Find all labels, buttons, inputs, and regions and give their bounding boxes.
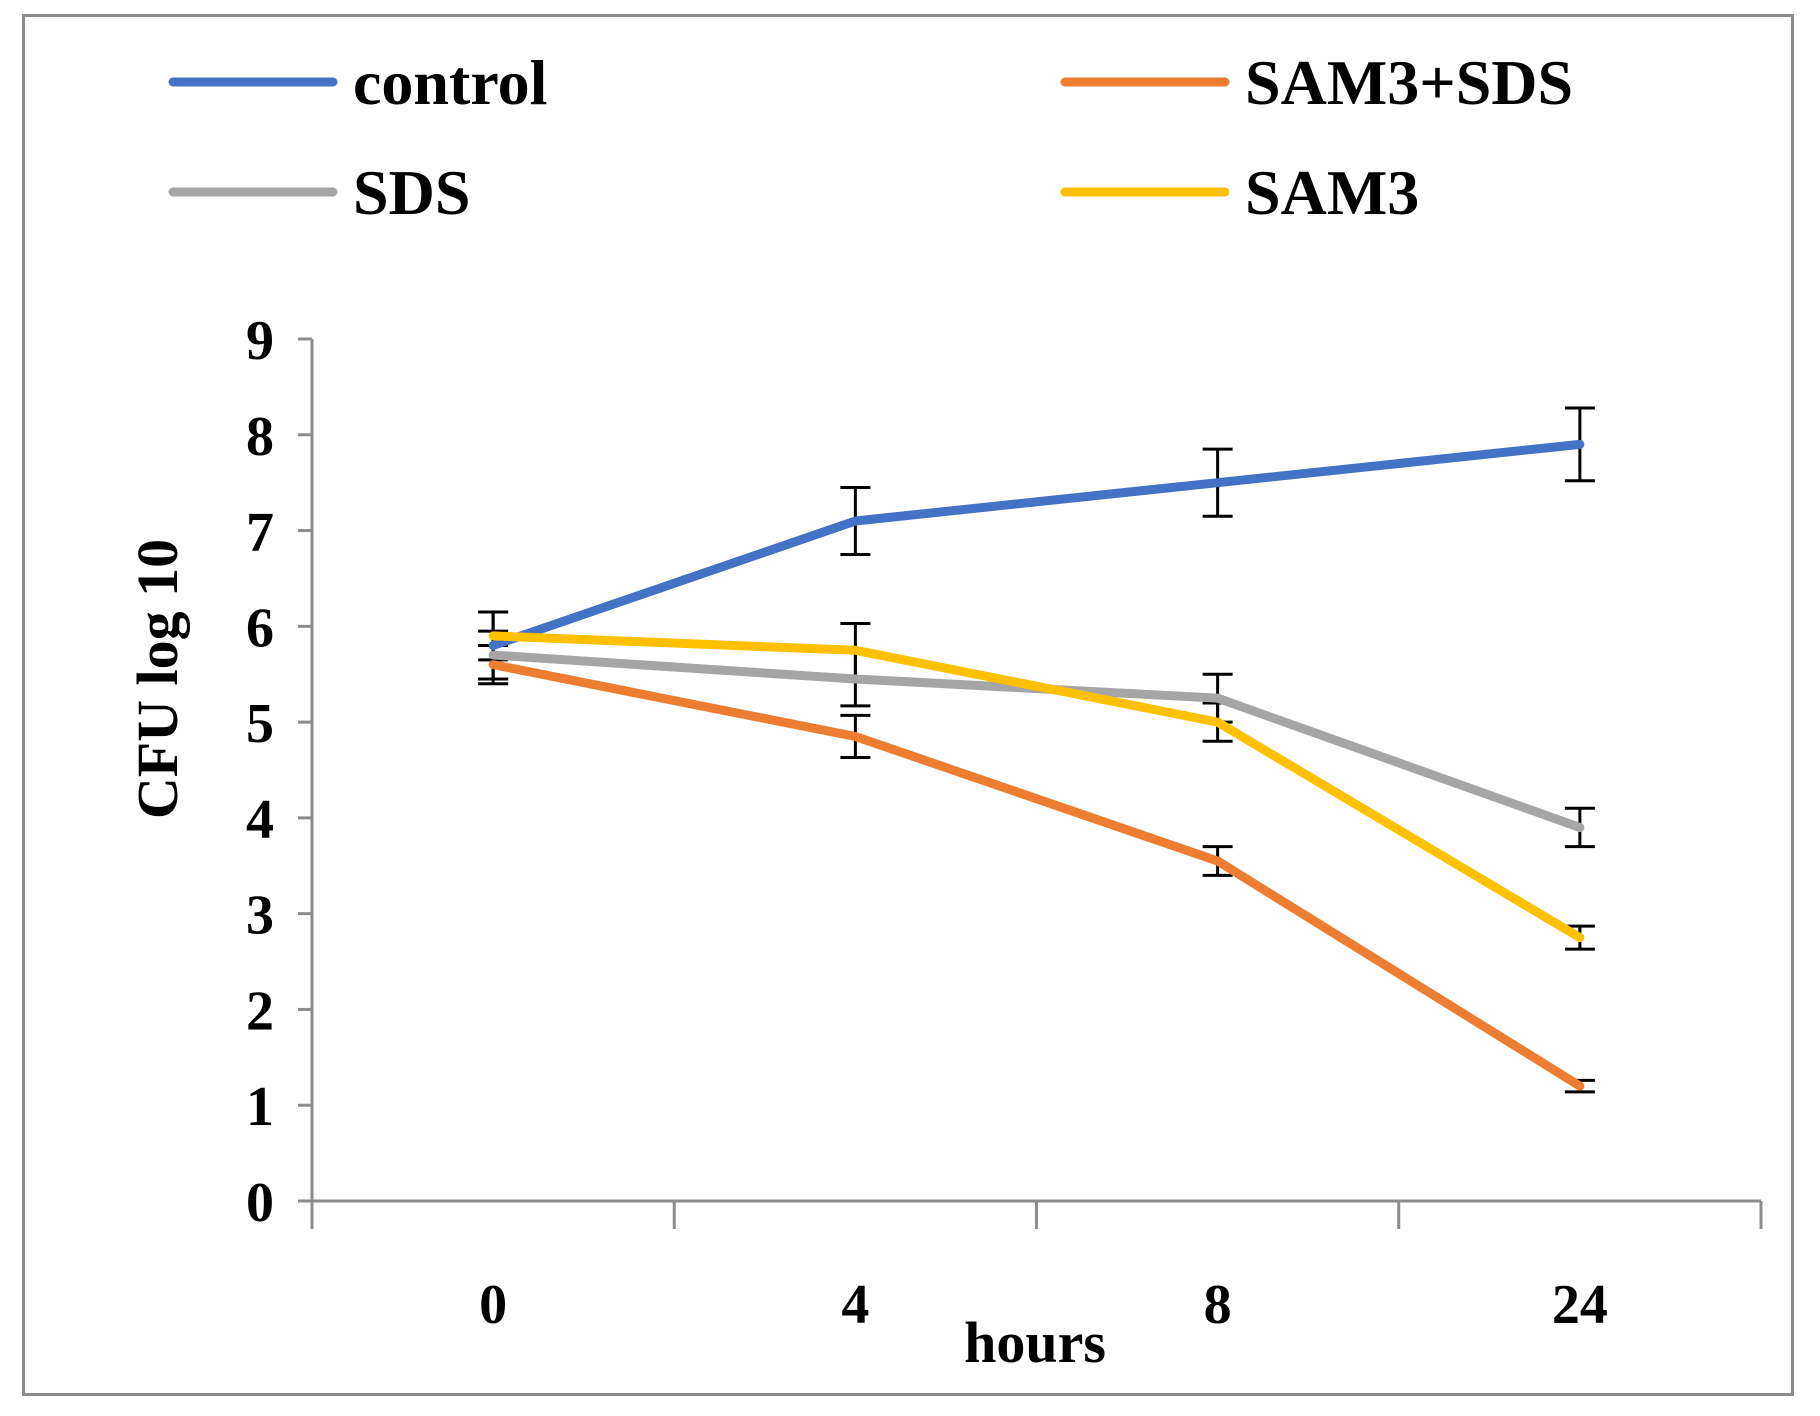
y-tick-label: 4 <box>246 789 274 851</box>
series-lines <box>488 439 1585 1091</box>
series-line-sam3-sds <box>488 660 1585 1091</box>
y-tick-label: 9 <box>246 310 274 372</box>
x-tick-label: 8 <box>1204 1274 1232 1336</box>
legend-label: control <box>353 47 547 118</box>
legend-item-control: control <box>168 47 547 118</box>
x-tick-label: 24 <box>1552 1274 1608 1336</box>
x-tick-label: 4 <box>841 1274 869 1336</box>
y-tick-label: 1 <box>246 1076 274 1138</box>
y-axis-label-group: CFU log 10 <box>125 539 190 819</box>
legend-label: SAM3+SDS <box>1245 47 1573 118</box>
legend: control SAM3+SDS SDS SAM3 <box>168 47 1573 228</box>
legend-label: SAM3 <box>1245 157 1419 228</box>
x-tick-label: 0 <box>479 1274 507 1336</box>
axes: 0 1 2 3 4 5 6 7 8 9 0 4 8 24 <box>246 310 1763 1336</box>
x-axis-label: hours <box>964 1310 1106 1375</box>
y-tick-label: 6 <box>246 597 274 659</box>
y-tick-label: 2 <box>246 980 274 1042</box>
line-chart: control SAM3+SDS SDS SAM3 0 1 2 3 4 5 6 7 8 9 0 4 8 24 C… <box>125 47 1763 1375</box>
series-line-control <box>488 439 1585 650</box>
y-axis-label: CFU log 10 <box>125 539 190 819</box>
y-tick-label: 3 <box>246 885 274 947</box>
y-tick-label: 5 <box>246 693 274 755</box>
legend-item-sam3: SAM3 <box>1060 157 1419 228</box>
y-tick-label: 8 <box>246 406 274 468</box>
chart-frame: control SAM3+SDS SDS SAM3 0 1 2 3 4 5 6 7 8 9 0 4 8 24 C… <box>22 14 1794 1396</box>
legend-label: SDS <box>353 157 470 228</box>
legend-item-sam3-sds: SAM3+SDS <box>1060 47 1573 118</box>
series-line-sam3 <box>488 631 1585 943</box>
y-tick-label: 0 <box>246 1172 274 1234</box>
legend-item-sds: SDS <box>168 157 470 228</box>
y-tick-label: 7 <box>246 502 274 564</box>
